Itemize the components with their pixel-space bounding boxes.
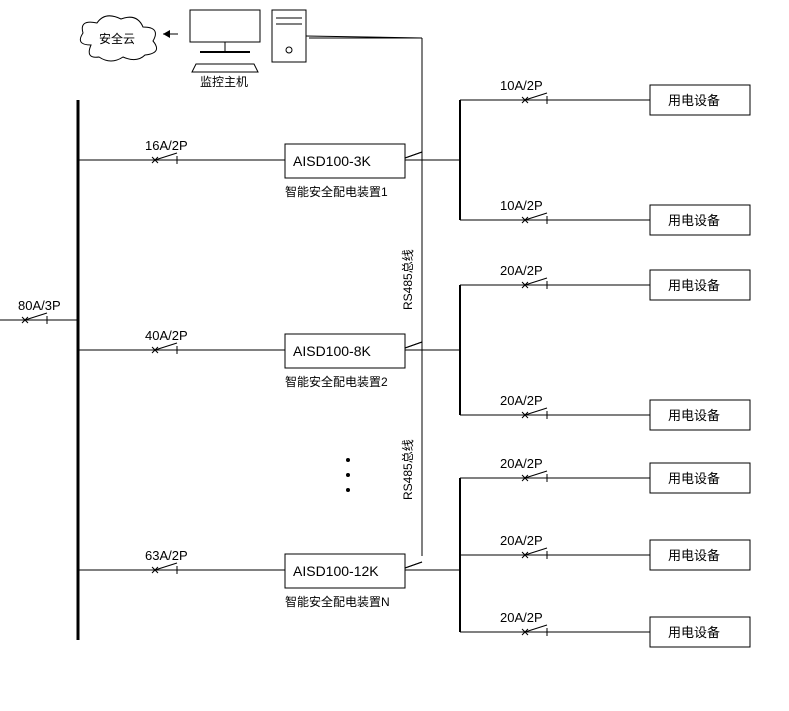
device-1-model: AISD100-8K xyxy=(293,343,371,359)
load-6-label: 用电设备 xyxy=(668,625,720,640)
device-2-model: AISD100-12K xyxy=(293,563,379,579)
load-5-rating: 20A/2P xyxy=(500,533,543,548)
breaker-arm-icon xyxy=(525,625,547,632)
load-4-label: 用电设备 xyxy=(668,471,720,486)
load-5-label: 用电设备 xyxy=(668,548,720,563)
ellipsis-dot-icon xyxy=(346,473,350,477)
cloud-label: 安全云 xyxy=(99,31,135,46)
breaker-arm-icon xyxy=(525,278,547,285)
ellipsis-dot-icon xyxy=(346,458,350,462)
load-2-label: 用电设备 xyxy=(668,278,720,293)
load-1-label: 用电设备 xyxy=(668,213,720,228)
breaker-arm-icon xyxy=(25,313,47,320)
device-0-caption: 智能安全配电装置1 xyxy=(285,184,388,199)
breaker-arm-icon xyxy=(155,153,177,160)
device-1-caption: 智能安全配电装置2 xyxy=(285,374,388,389)
rs485-label-2: RS485总线 xyxy=(401,439,415,500)
device-0-input-rating: 16A/2P xyxy=(145,138,188,153)
load-0-label: 用电设备 xyxy=(668,93,720,108)
breaker-arm-icon xyxy=(155,343,177,350)
device-0-model: AISD100-3K xyxy=(293,153,371,169)
device-2-caption: 智能安全配电装置N xyxy=(285,594,390,609)
rs485-label-1: RS485总线 xyxy=(401,249,415,310)
load-3-rating: 20A/2P xyxy=(500,393,543,408)
load-4-rating: 20A/2P xyxy=(500,456,543,471)
monitor-label: 监控主机 xyxy=(200,75,248,89)
load-2-rating: 20A/2P xyxy=(500,263,543,278)
breaker-arm-icon xyxy=(525,408,547,415)
load-3-label: 用电设备 xyxy=(668,408,720,423)
arrow-left-icon xyxy=(163,30,170,38)
device-2-input-rating: 63A/2P xyxy=(145,548,188,563)
breaker-arm-icon xyxy=(155,563,177,570)
breaker-arm-icon xyxy=(525,548,547,555)
breaker-arm-icon xyxy=(525,471,547,478)
main-input-rating: 80A/3P xyxy=(18,298,61,313)
breaker-arm-icon xyxy=(525,213,547,220)
load-6-rating: 20A/2P xyxy=(500,610,543,625)
load-1-rating: 10A/2P xyxy=(500,198,543,213)
wiring-diagram: 安全云监控主机 80A/3P 16A/2P AISD100-3K 智能安全配电装置1 40… xyxy=(0,0,789,711)
load-0-rating: 10A/2P xyxy=(500,78,543,93)
ellipsis-dot-icon xyxy=(346,488,350,492)
keyboard-icon xyxy=(192,64,258,72)
device-1-input-rating: 40A/2P xyxy=(145,328,188,343)
breaker-arm-icon xyxy=(525,93,547,100)
monitor-screen-icon xyxy=(190,10,260,42)
